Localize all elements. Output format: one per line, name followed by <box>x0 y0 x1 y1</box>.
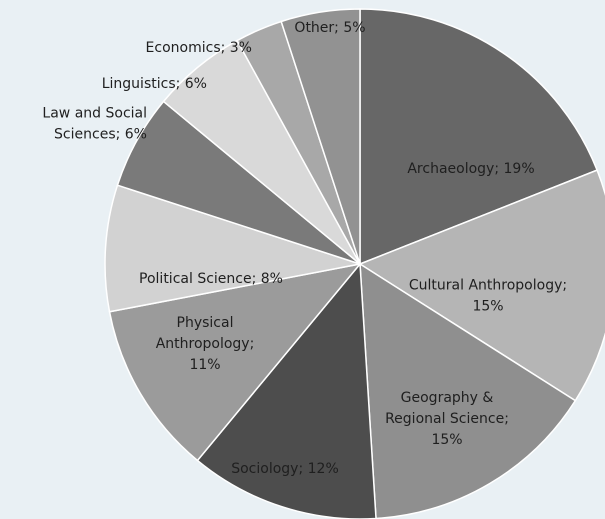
pie-slice-9 <box>280 8 361 265</box>
slice-label-2: Geography & Regional Science; 15% <box>385 390 509 448</box>
slice-label-line: Political Science; 8% <box>139 271 283 287</box>
slice-label-1: Cultural Anthropology; 15% <box>409 278 567 315</box>
pie-labels: Archaeology; 19% Cultural Anthropology; 15… <box>42 20 567 477</box>
slice-label-line: Archaeology; 19% <box>407 161 534 177</box>
slice-label-line: Law and Social <box>42 106 147 122</box>
slice-label-line: Physical <box>177 315 234 331</box>
slice-label-9: Other; 5% <box>294 20 365 36</box>
slice-label-0: Archaeology; 19% <box>407 161 534 177</box>
pie-slice-4 <box>108 262 362 462</box>
slice-label-3: Sociology; 12% <box>231 461 339 477</box>
slice-label-line: Cultural Anthropology; <box>409 278 567 294</box>
pie-slices <box>104 8 605 519</box>
slice-label-4: Physical Anthropology; 11% <box>156 315 255 373</box>
slice-label-line: Other; 5% <box>294 20 365 36</box>
pie-slice-5 <box>104 184 361 313</box>
slice-label-line: Economics; 3% <box>146 40 252 56</box>
slice-label-line: 11% <box>189 357 220 373</box>
slice-label-line: 15% <box>472 299 503 315</box>
slice-label-5: Political Science; 8% <box>139 271 283 287</box>
slice-label-7: Linguistics; 6% <box>102 76 207 92</box>
pie-slice-0 <box>359 8 599 266</box>
slice-label-line: Regional Science; <box>385 411 509 427</box>
slice-label-line: Linguistics; 6% <box>102 76 207 92</box>
pie-slice-2 <box>359 262 577 519</box>
slice-label-line: Geography & <box>401 390 494 406</box>
slice-label-line: Anthropology; <box>156 336 255 352</box>
slice-label-line: Sociology; 12% <box>231 461 339 477</box>
slice-label-line: Sciences; 6% <box>54 127 147 143</box>
slice-label-6: Law and Social Sciences; 6% <box>42 106 147 143</box>
slice-label-8: Economics; 3% <box>146 40 252 56</box>
slice-label-line: 15% <box>431 432 462 448</box>
